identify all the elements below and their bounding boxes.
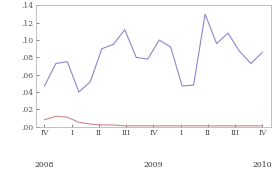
BAKER (169, 46, 172, 48)
BAKER (54, 62, 57, 65)
BAKER (134, 56, 138, 58)
NEW (112, 124, 115, 126)
NEW (261, 125, 264, 127)
NEW (77, 121, 81, 123)
BAKER (249, 62, 253, 65)
NEW (158, 125, 161, 127)
Line: BAKER: BAKER (44, 14, 263, 92)
BAKER (203, 13, 207, 15)
BAKER (238, 50, 241, 52)
NEW (169, 125, 172, 127)
BAKER (100, 48, 104, 50)
Text: 2008: 2008 (35, 161, 54, 169)
NEW (54, 115, 57, 117)
NEW (238, 125, 241, 127)
BAKER (89, 81, 92, 83)
NEW (249, 125, 253, 127)
BAKER (261, 51, 264, 53)
NEW (89, 123, 92, 125)
NEW (66, 116, 69, 118)
BAKER (123, 29, 126, 31)
NEW (43, 119, 46, 121)
BAKER (146, 58, 149, 60)
BAKER (192, 84, 195, 86)
NEW (123, 125, 126, 127)
Text: 2009: 2009 (144, 161, 163, 169)
NEW (215, 125, 218, 127)
BAKER (43, 85, 46, 87)
NEW (181, 125, 184, 127)
BAKER (66, 61, 69, 63)
NEW (134, 125, 138, 127)
BAKER (112, 43, 115, 45)
NEW (192, 125, 195, 127)
NEW (146, 125, 149, 127)
BAKER (215, 43, 218, 45)
NEW (100, 124, 104, 126)
BAKER (77, 91, 81, 93)
NEW (226, 125, 230, 127)
Line: NEW: NEW (44, 116, 263, 126)
NEW (203, 125, 207, 127)
Text: 2010: 2010 (253, 161, 272, 169)
BAKER (158, 39, 161, 41)
BAKER (181, 85, 184, 87)
BAKER (226, 32, 230, 34)
